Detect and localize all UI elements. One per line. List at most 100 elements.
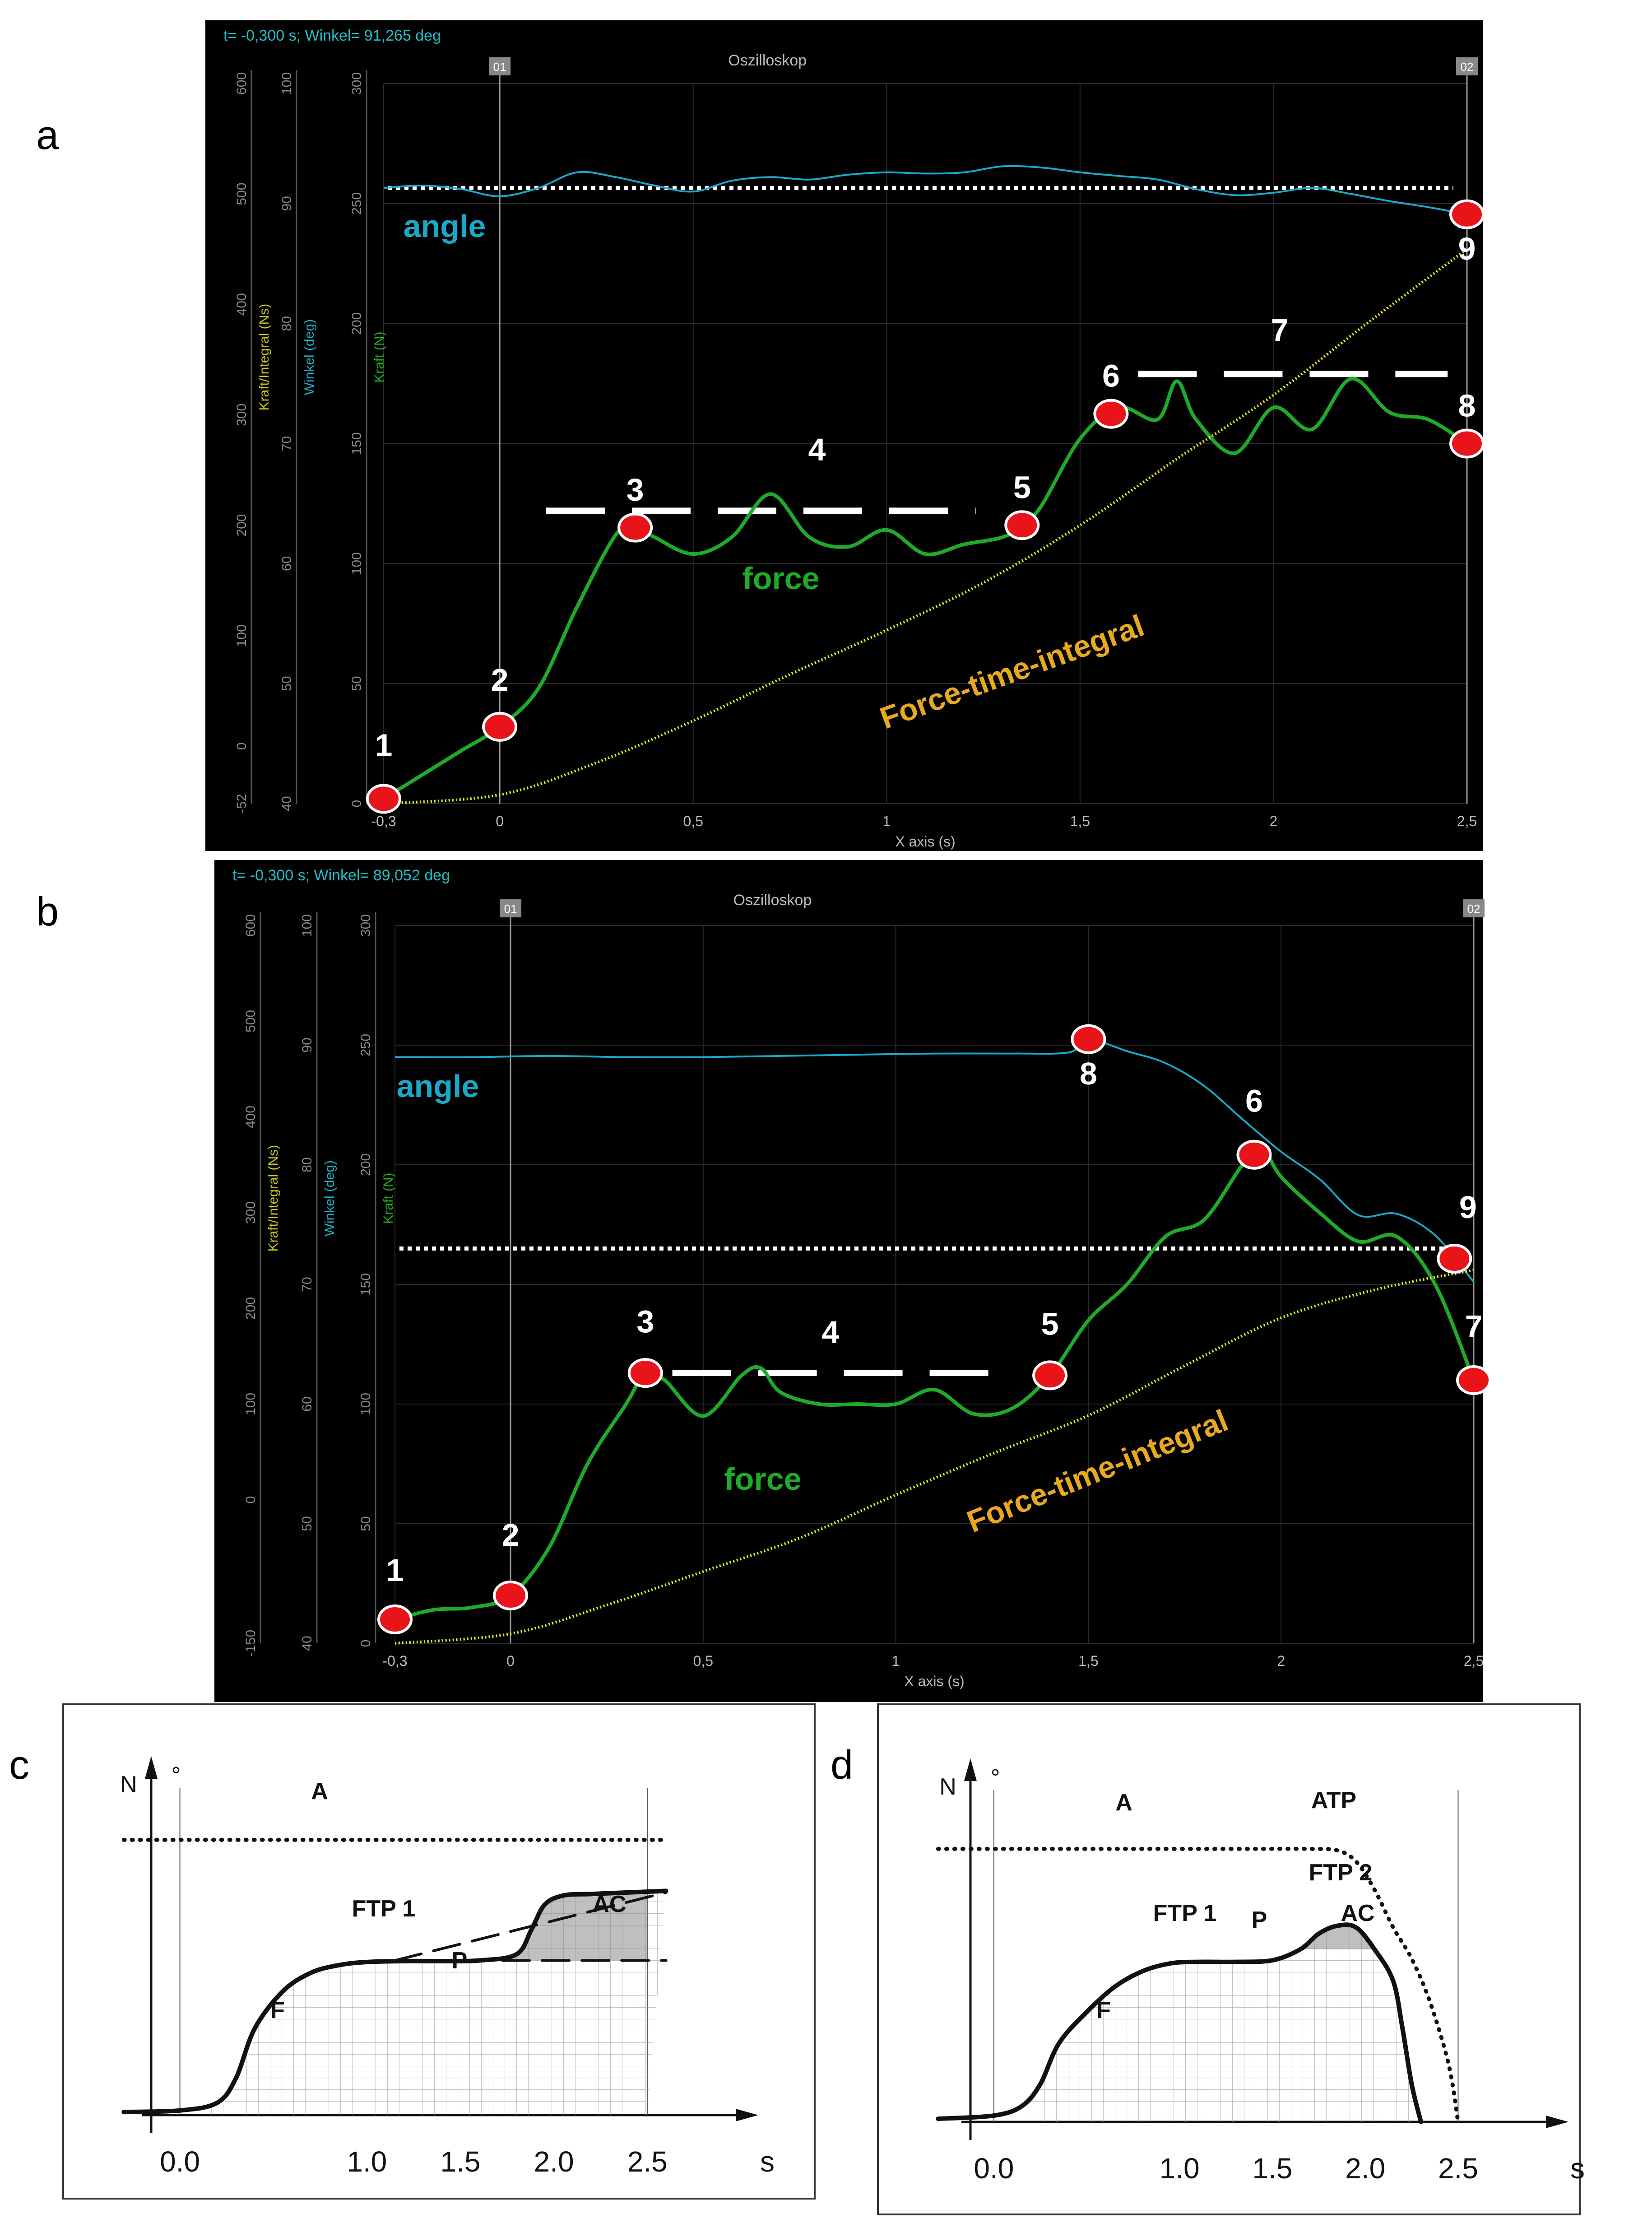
y-tick-label: 500 <box>243 1010 258 1032</box>
y-tick-label: 0 <box>349 800 364 808</box>
marker-label: 6 <box>1102 358 1120 394</box>
y-tick-label: 40 <box>300 1636 315 1651</box>
y-tick-label: 70 <box>300 1277 315 1292</box>
y-tick-label: 250 <box>349 192 364 215</box>
x-axis-label: X axis (s) <box>895 833 955 850</box>
x-axis-label: X axis (s) <box>904 1673 964 1689</box>
cursor-label-2: 02 <box>1467 902 1480 916</box>
y-unit-label: N <box>120 1772 137 1798</box>
y-tick-label: 500 <box>234 183 249 205</box>
y-tick-label: 400 <box>243 1106 258 1128</box>
annotation-label: F <box>270 1997 285 2023</box>
x-axis-arrow <box>1546 2116 1568 2128</box>
panel-letter-a: a <box>36 113 59 158</box>
y-tick-label: 90 <box>300 1037 315 1052</box>
panel-letter-d: d <box>831 1743 853 1788</box>
y-unit-label: N <box>939 1774 956 1800</box>
x-tick-label: 2.0 <box>1345 2152 1385 2185</box>
x-tick-label: 0 <box>506 1653 515 1669</box>
marker-dot <box>493 1581 529 1610</box>
marker-label: 3 <box>636 1304 654 1339</box>
y-tick-label: 300 <box>234 404 249 426</box>
x-tick-label: 2.5 <box>627 2145 668 2178</box>
y-tick-label: 100 <box>234 624 249 647</box>
marker-dot <box>1449 428 1485 459</box>
x-axis-arrow <box>736 2109 758 2121</box>
marker-label: 8 <box>1458 388 1476 423</box>
marker-dot <box>1032 1360 1068 1391</box>
marker-dot <box>1456 1365 1491 1395</box>
x-tick-label: 2.0 <box>534 2145 574 2178</box>
x-tick-label: 2.5 <box>1438 2152 1478 2185</box>
cursor-tag-2 <box>1463 899 1485 917</box>
marker-dot <box>617 512 653 543</box>
y-tick-label: 50 <box>349 676 364 691</box>
marker-dot <box>1004 510 1040 540</box>
y-tick-label: 0 <box>358 1640 373 1647</box>
series-line-force <box>394 1146 1476 1621</box>
annotation-label: ATP <box>1311 1787 1356 1814</box>
marker-label: 1 <box>375 727 393 763</box>
y-tick-label: 60 <box>279 556 294 571</box>
window-title: Oszilloskop <box>728 52 807 69</box>
y-tick-label: 80 <box>279 316 294 331</box>
marker-label: 2 <box>491 662 509 698</box>
x-tick-label: 0.0 <box>160 2145 200 2178</box>
ac-shaded-region <box>497 1893 648 1961</box>
y-tick-label: 200 <box>349 312 364 335</box>
series-line-force <box>382 377 1468 800</box>
x-unit-label: s <box>1570 2152 1585 2185</box>
annotation-label: AC <box>592 1891 626 1917</box>
cursor-label-1: 01 <box>504 902 517 916</box>
annotation-text: 7 <box>1271 312 1289 348</box>
cursor-tag-2 <box>1456 57 1478 75</box>
dashed-reference-line <box>394 1891 668 1962</box>
cursor-label-1: 01 <box>493 60 506 74</box>
y-axis-title: Winkel (deg) <box>302 319 317 395</box>
marker-label: 5 <box>1013 470 1031 505</box>
x-tick-label: 1,5 <box>1078 1653 1098 1669</box>
x-tick-label: 1.5 <box>441 2145 481 2178</box>
hatched-area <box>1021 1925 1421 2122</box>
x-tick-label: -0,3 <box>382 1653 407 1669</box>
status-readout: t= -0,300 s; Winkel= 89,052 deg <box>232 867 450 884</box>
annotation-text: 4 <box>822 1315 840 1350</box>
y-axis-title: Kraft (N) <box>372 331 387 382</box>
x-tick-label: 1 <box>882 813 891 829</box>
y-tick-label: 150 <box>349 432 364 455</box>
x-tick-label: 1,5 <box>1070 813 1090 829</box>
annotation-text: angle <box>404 209 486 244</box>
annotation-label: FTP 1 <box>352 1896 416 1922</box>
annotation-label: FTP 1 <box>1153 1900 1217 1926</box>
marker-dot <box>1093 399 1129 429</box>
y-tick-label: 100 <box>349 552 364 575</box>
y-unit-label: ° <box>172 1763 181 1789</box>
annotation-text: 4 <box>808 432 826 467</box>
marker-dot <box>1437 1244 1472 1274</box>
marker-label: 1 <box>386 1553 404 1588</box>
y-tick-label: 600 <box>243 914 258 937</box>
oscilloscope-background <box>205 20 1483 851</box>
x-tick-label: -0,3 <box>371 813 396 829</box>
y-tick-label: 250 <box>358 1034 373 1056</box>
y-tick-label: 100 <box>300 914 315 937</box>
schematic-panel-c: N ° s 0.0 1.0 1.5 2.0 2.5 A FTP 1 P F AC <box>62 1703 816 2200</box>
schematic-frame <box>877 1703 1581 2215</box>
force-curve <box>936 1922 1424 2124</box>
y-axis-title: Kraft/Integral (Ns) <box>266 1145 281 1252</box>
y-axis-arrow <box>145 1756 158 1779</box>
schematic-panel-d: N ° s 0.0 1.0 1.5 2.0 2.5 A ATP FTP 1 P FTP 2 F AC <box>877 1703 1585 2215</box>
panel-letter-b: b <box>36 889 59 935</box>
annotation-label: A <box>311 1778 328 1804</box>
y-tick-label: -52 <box>234 794 249 813</box>
x-tick-label: 2,5 <box>1464 1653 1484 1669</box>
marker-dot <box>1071 1024 1106 1054</box>
status-readout: t= -0,300 s; Winkel= 91,265 deg <box>223 27 441 44</box>
marker-label: 6 <box>1245 1084 1263 1119</box>
annotation-text: force <box>742 561 819 596</box>
y-tick-label: 0 <box>243 1496 258 1504</box>
x-tick-label: 1 <box>892 1653 900 1669</box>
marker-label: 8 <box>1080 1056 1097 1091</box>
y-tick-label: 40 <box>279 796 294 811</box>
annotation-label: P <box>452 1948 468 1974</box>
